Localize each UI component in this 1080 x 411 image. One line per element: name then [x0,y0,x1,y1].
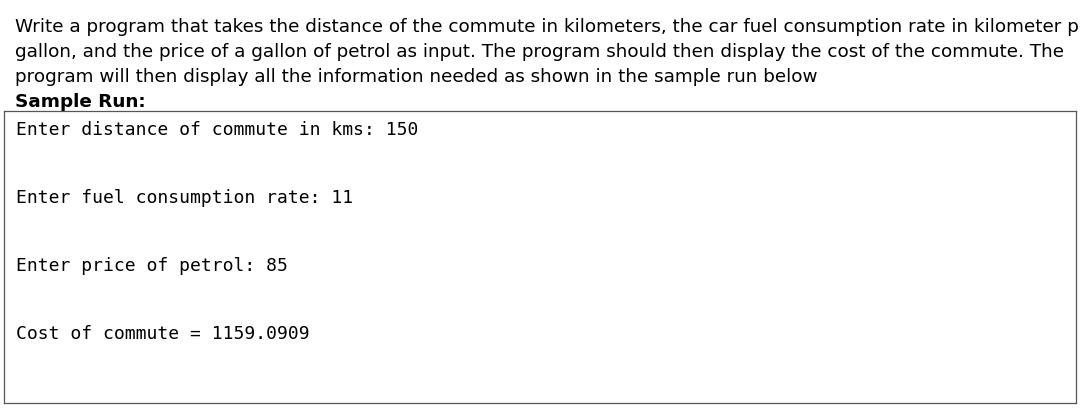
Text: Enter distance of commute in kms: 150: Enter distance of commute in kms: 150 [16,121,418,139]
Text: Enter price of petrol: 85: Enter price of petrol: 85 [16,257,288,275]
Text: Cost of commute = 1159.0909: Cost of commute = 1159.0909 [16,325,310,343]
Text: Sample Run:: Sample Run: [15,93,146,111]
Text: Write a program that takes the distance of the commute in kilometers, the car fu: Write a program that takes the distance … [15,18,1080,86]
Text: Enter fuel consumption rate: 11: Enter fuel consumption rate: 11 [16,189,353,207]
